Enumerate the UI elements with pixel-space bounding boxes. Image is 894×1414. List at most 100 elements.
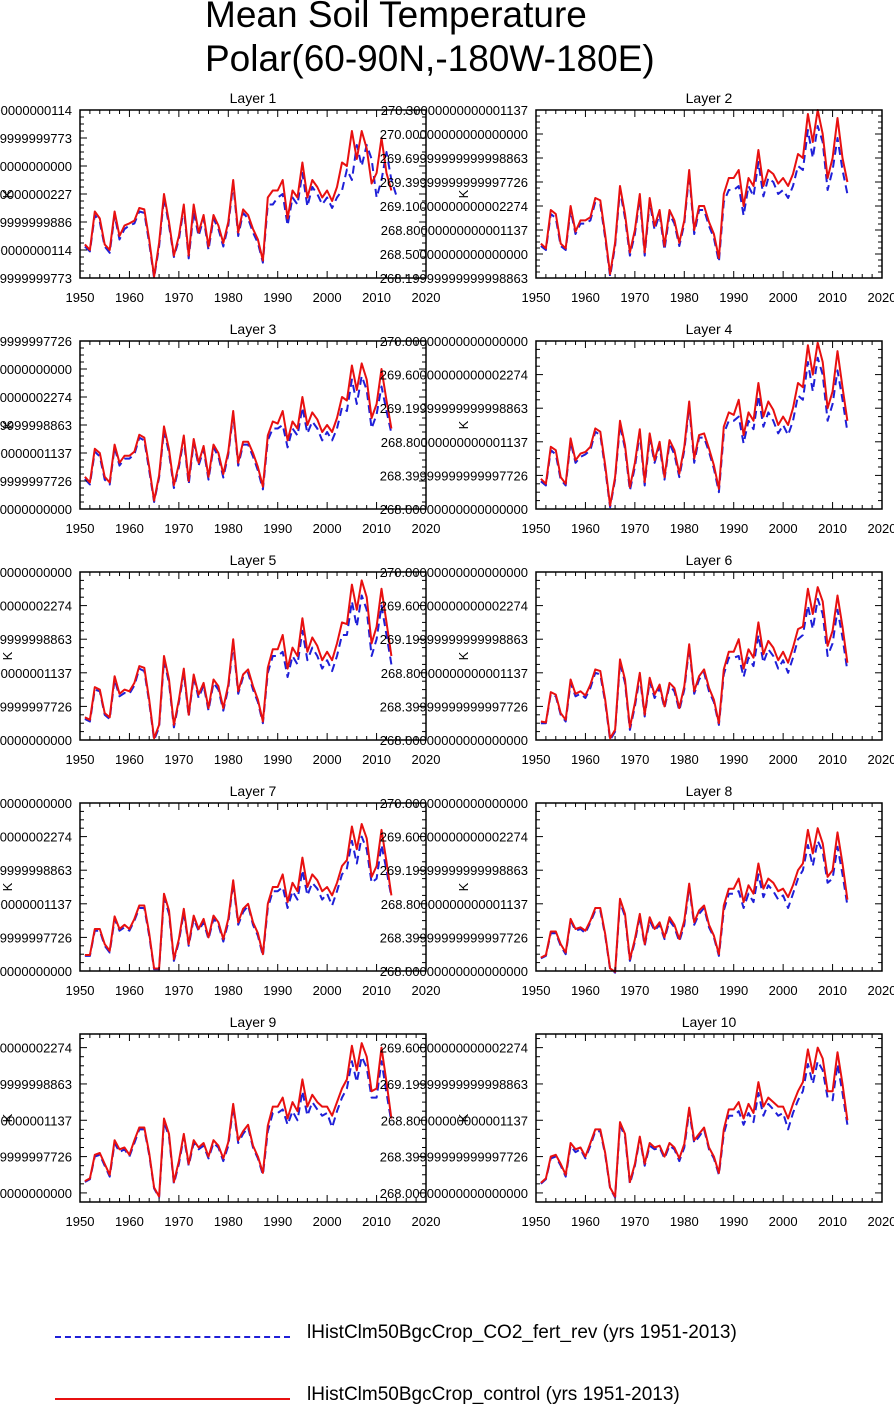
y-tick-label: 270.8000000000000114 — [0, 103, 72, 118]
x-tick-label: 2000 — [769, 752, 798, 767]
x-tick-label: 2010 — [362, 1214, 391, 1229]
panel-title: Layer 5 — [230, 552, 277, 568]
y-tick-label: 268.8000000000000114 — [0, 243, 72, 258]
x-tick-label: 2000 — [769, 983, 798, 998]
x-tick-label: 2020 — [868, 521, 894, 536]
y-tick-label: 268.39999999999997726 — [0, 474, 72, 489]
x-tick-label: 2020 — [412, 521, 441, 536]
panel-2: Layer 2 K 1950 1960 1970 1980 1990 2000 2010 2020… — [380, 90, 894, 305]
panel-4: Layer 4 K 1950 1960 1970 1980 1990 2000 2010 2020… — [380, 321, 894, 536]
x-tick-label: 1950 — [66, 1214, 95, 1229]
x-tick-label: 1990 — [263, 752, 292, 767]
x-tick-label: 1970 — [620, 521, 649, 536]
y-tick-label: 268.39999999999997726 — [0, 930, 72, 945]
x-tick-label: 1970 — [620, 290, 649, 305]
series-line-control — [540, 109, 849, 275]
series-line-co2-fert-rev — [84, 594, 393, 741]
series-line-control — [540, 1046, 849, 1198]
plot-frame — [79, 1033, 427, 1203]
y-tick-label: 268.39999999999997726 — [0, 699, 72, 714]
x-tick-label: 2010 — [818, 752, 847, 767]
panel-title: Layer 10 — [682, 1014, 737, 1030]
x-tick-label: 1970 — [620, 1214, 649, 1229]
y-axis-label: K — [456, 189, 471, 198]
x-tick-label: 1950 — [522, 521, 551, 536]
series-line-co2-fert-rev — [84, 1055, 393, 1199]
y-tick-label: 268.80000000000001137 — [0, 666, 72, 681]
x-tick-label: 1980 — [670, 1214, 699, 1229]
series-line-control — [84, 579, 393, 740]
y-tick-label: 268.80000000000001137 — [381, 1113, 528, 1128]
panel-title: Layer 7 — [230, 783, 277, 799]
x-tick-label: 2000 — [313, 521, 342, 536]
x-tick-label: 1990 — [719, 752, 748, 767]
x-tick-label: 1960 — [115, 290, 144, 305]
x-tick-label: 1990 — [263, 983, 292, 998]
x-tick-label: 2000 — [313, 752, 342, 767]
y-tick-label: 269.19999999999998863 — [380, 1077, 528, 1092]
x-tick-label: 2020 — [412, 752, 441, 767]
y-axis-label: K — [0, 420, 15, 429]
x-tick-label: 1980 — [670, 983, 699, 998]
legend-entry-control: lHistClm50BgcCrop_control (yrs 1951-2013… — [55, 1384, 875, 1414]
y-tick-label: 268.50000000000000000 — [380, 247, 528, 262]
x-tick-label: 1960 — [115, 1214, 144, 1229]
y-tick-label: 268.3999999999999773 — [0, 271, 72, 286]
y-tick-label: 269.60000000000002274 — [0, 599, 72, 614]
x-tick-label: 1950 — [66, 290, 95, 305]
x-tick-label: 1970 — [164, 752, 193, 767]
y-tick-label: 269.60000000000002274 — [0, 1041, 72, 1056]
y-tick-label: 269.60000000000002274 — [380, 830, 528, 845]
y-tick-label: 268.00000000000000000 — [0, 502, 72, 517]
legend-solid-line-icon — [55, 1398, 290, 1400]
y-tick-label: 269.19999999999998863 — [0, 632, 72, 647]
y-tick-label: 270.30000000000001137 — [381, 103, 528, 118]
x-tick-label: 1980 — [670, 521, 699, 536]
panel-title: Layer 9 — [230, 1014, 277, 1030]
x-tick-label: 1960 — [571, 983, 600, 998]
panel-title: Layer 3 — [230, 321, 277, 337]
panel-title: Layer 2 — [686, 90, 733, 106]
series-line-co2-fert-rev — [84, 375, 393, 503]
y-axis-label: K — [0, 882, 15, 891]
plot-frame — [79, 802, 427, 972]
panel-1: Layer 1 K 1950 1960 1970 1980 1990 2000 2010 2020… — [0, 90, 440, 305]
x-tick-label: 2010 — [362, 521, 391, 536]
y-tick-label: 268.00000000000000000 — [0, 733, 72, 748]
x-tick-label: 1950 — [522, 752, 551, 767]
x-tick-label: 1980 — [214, 521, 243, 536]
y-tick-label: 269.60000000000002274 — [380, 599, 528, 614]
x-tick-label: 2010 — [818, 983, 847, 998]
panel-9: Layer 9 K 1950 1960 1970 1980 1990 2000 2010 2020… — [0, 1014, 440, 1229]
y-tick-label: 270.00000000000000000 — [380, 334, 528, 349]
x-tick-label: 2020 — [868, 290, 894, 305]
title-line-1: Mean Soil Temperature — [205, 0, 587, 35]
x-tick-label: 1960 — [571, 752, 600, 767]
y-tick-label: 269.60000000000002274 — [0, 390, 72, 405]
legend-label-control: lHistClm50BgcCrop_control (yrs 1951-2013… — [307, 1384, 680, 1405]
y-tick-label: 268.00000000000000000 — [0, 964, 72, 979]
y-axis-label: K — [0, 651, 15, 660]
panel-3: Layer 3 K 1950 1960 1970 1980 1990 2000 2010 2020… — [0, 321, 440, 536]
y-tick-label: 269.19999999999998863 — [380, 863, 528, 878]
y-tick-label: 270.00000000000000000 — [0, 796, 72, 811]
series-line-control — [84, 1042, 393, 1198]
panel-8: Layer 8 K 1950 1960 1970 1980 1990 2000 2010 2020… — [380, 783, 894, 998]
y-tick-label: 268.80000000000001137 — [381, 435, 528, 450]
series-line-control — [84, 130, 393, 278]
x-tick-label: 1970 — [164, 521, 193, 536]
plot-frame — [535, 340, 883, 510]
x-tick-label: 1950 — [522, 983, 551, 998]
series-line-co2-fert-rev — [540, 597, 849, 741]
y-tick-label: 269.19999999999998863 — [380, 632, 528, 647]
y-tick-label: 268.00000000000000000 — [380, 1186, 528, 1201]
y-tick-label: 268.39999999999997726 — [380, 930, 528, 945]
y-axis-label: K — [0, 1113, 15, 1122]
x-tick-label: 1980 — [670, 290, 699, 305]
x-tick-label: 1960 — [571, 290, 600, 305]
x-tick-label: 1960 — [115, 752, 144, 767]
x-tick-label: 1960 — [115, 983, 144, 998]
x-tick-label: 2010 — [362, 983, 391, 998]
y-tick-label: 269.6000000000000227 — [0, 187, 72, 202]
y-tick-label: 270.00000000000000000 — [380, 565, 528, 580]
